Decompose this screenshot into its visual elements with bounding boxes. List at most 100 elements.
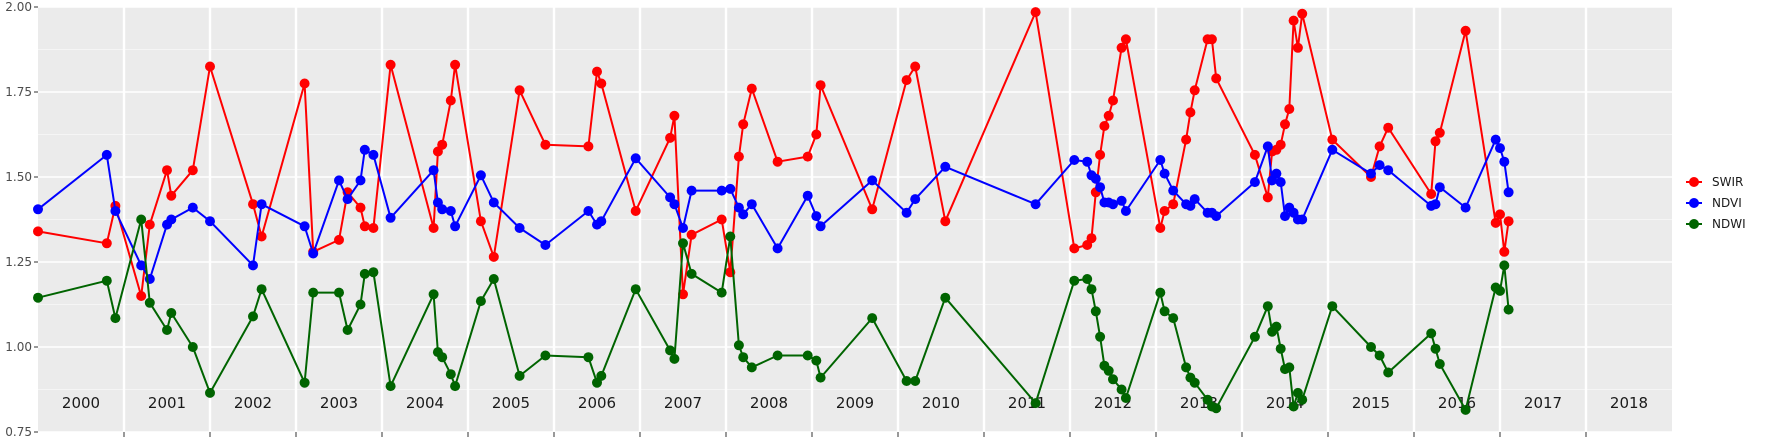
ndvi-point [1271,168,1282,179]
ndwi-point [630,284,641,295]
ndvi-point [205,216,215,227]
ndvi-point [385,212,396,223]
ndwi-point [1103,365,1114,376]
swir-point [738,119,749,130]
ndwi-point [738,352,749,363]
ndvi-point [359,144,370,155]
swir-point [867,204,878,215]
swir-point [1181,134,1192,145]
ndwi-point [1426,328,1437,339]
ndwi-point [1297,394,1308,405]
swir-point [592,66,602,77]
swir-point [428,223,439,233]
swir-point [1069,243,1080,254]
ndvi-point [725,183,736,194]
ndwi-point [33,292,43,303]
ndwi-point [716,287,727,298]
ndvi-point [368,149,379,160]
year-label: 2002 [234,394,272,412]
ndvi-point [334,175,344,186]
swir-point [815,80,826,91]
legend: SWIR NDVI NDWI [1686,175,1746,231]
ndwi-point [1275,343,1286,354]
y-tick-label: 1.25 [5,255,32,269]
ndwi-point [1159,306,1170,317]
swir-point [746,83,757,94]
swir-point [1460,25,1471,36]
ndvi-point [1069,155,1080,165]
ndvi-point [1249,177,1260,188]
swir-point [437,139,448,150]
y-tick-label: 2.00 [5,0,32,14]
swir-point [1120,34,1131,45]
ndvi-point [1120,206,1131,216]
ndvi-point [1211,211,1222,222]
swir-point [1426,189,1437,199]
ndwi-point [368,267,379,278]
ndwi-point [256,284,267,295]
legend-label-ndwi: NDWI [1712,217,1746,231]
ndwi-point [811,355,822,366]
ndwi-point [940,292,951,303]
year-label: 2000 [62,394,100,412]
ndwi-point [1366,342,1376,352]
ndvi-point [815,221,826,232]
ndvi-point [1297,214,1308,225]
ndwi-point [101,275,112,286]
ndvi-point [445,206,456,216]
ndvi-point [248,260,258,271]
swir-point [368,223,379,233]
ndvi-point [901,207,912,218]
ndvi-point [437,204,448,215]
swir-point [1297,8,1308,19]
year-label: 2008 [750,394,788,412]
ndvi-point [1262,141,1273,152]
ndwi-point [205,387,215,398]
ndwi-point [342,325,353,335]
ndwi-point [1030,398,1041,409]
ndwi-point [1374,350,1385,361]
swir-point [596,78,607,89]
swir-point [359,221,370,232]
ndvi-point [630,153,641,164]
swir-point [514,85,525,96]
ndwi-point [1211,403,1222,414]
ndwi-point [248,311,258,322]
ndwi-point [678,238,688,249]
ndwi-point [187,342,198,352]
ndwi-point [488,274,499,284]
swir-point [136,291,147,301]
ndwi-point [514,370,525,381]
swir-point [450,59,461,70]
swir-point [811,129,822,140]
legend-label-swir: SWIR [1712,175,1743,189]
swir-point [1206,34,1217,45]
ndvi-point [940,161,951,172]
swir-point [144,219,155,230]
year-label: 2004 [406,394,444,412]
ndvi-point [1168,185,1179,196]
swir-point [686,229,697,240]
ndvi-point [867,175,878,186]
ndwi-point [355,299,366,310]
swir-point [1383,122,1394,133]
swir-point [910,61,921,72]
swir-point [1168,199,1179,210]
swir-point [334,234,344,245]
ndwi-point [1495,285,1505,296]
legend-marker-ndvi [1689,198,1699,208]
swir-point [256,231,267,242]
ndwi-point [1181,362,1192,373]
ndwi-point [815,372,826,383]
swir-point [1495,209,1505,220]
swir-point [385,59,396,70]
year-label: 2006 [578,394,616,412]
ndvi-point [1090,173,1101,184]
swir-point [166,190,177,201]
y-tick-label: 1.00 [5,340,32,354]
ndvi-point [1327,144,1338,155]
ndwi-point [1082,274,1093,284]
swir-point [1211,73,1222,84]
ndwi-point [901,376,912,386]
ndwi-point [665,345,676,356]
